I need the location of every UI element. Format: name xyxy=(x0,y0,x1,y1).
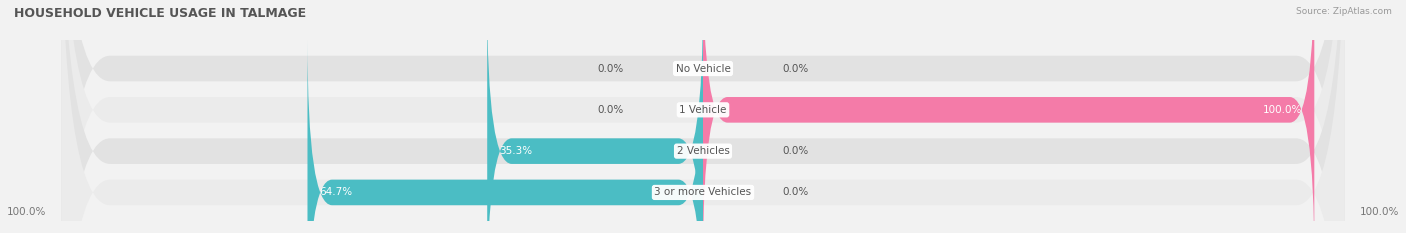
FancyBboxPatch shape xyxy=(60,0,1346,233)
FancyBboxPatch shape xyxy=(60,0,1346,233)
Text: 1 Vehicle: 1 Vehicle xyxy=(679,105,727,115)
Text: 0.0%: 0.0% xyxy=(783,146,808,156)
Text: 0.0%: 0.0% xyxy=(783,187,808,197)
Text: 3 or more Vehicles: 3 or more Vehicles xyxy=(654,187,752,197)
Text: 64.7%: 64.7% xyxy=(319,187,353,197)
FancyBboxPatch shape xyxy=(488,0,703,233)
Text: 100.0%: 100.0% xyxy=(1263,105,1302,115)
Text: HOUSEHOLD VEHICLE USAGE IN TALMAGE: HOUSEHOLD VEHICLE USAGE IN TALMAGE xyxy=(14,7,307,20)
FancyBboxPatch shape xyxy=(703,0,1315,233)
Text: 2 Vehicles: 2 Vehicles xyxy=(676,146,730,156)
Text: No Vehicle: No Vehicle xyxy=(675,64,731,74)
FancyBboxPatch shape xyxy=(308,40,703,233)
Text: 0.0%: 0.0% xyxy=(598,64,623,74)
FancyBboxPatch shape xyxy=(60,0,1346,233)
Text: 100.0%: 100.0% xyxy=(7,207,46,217)
Text: 100.0%: 100.0% xyxy=(1360,207,1399,217)
Text: 0.0%: 0.0% xyxy=(783,64,808,74)
FancyBboxPatch shape xyxy=(60,0,1346,233)
Text: 35.3%: 35.3% xyxy=(499,146,533,156)
Text: 0.0%: 0.0% xyxy=(598,105,623,115)
Text: Source: ZipAtlas.com: Source: ZipAtlas.com xyxy=(1296,7,1392,16)
